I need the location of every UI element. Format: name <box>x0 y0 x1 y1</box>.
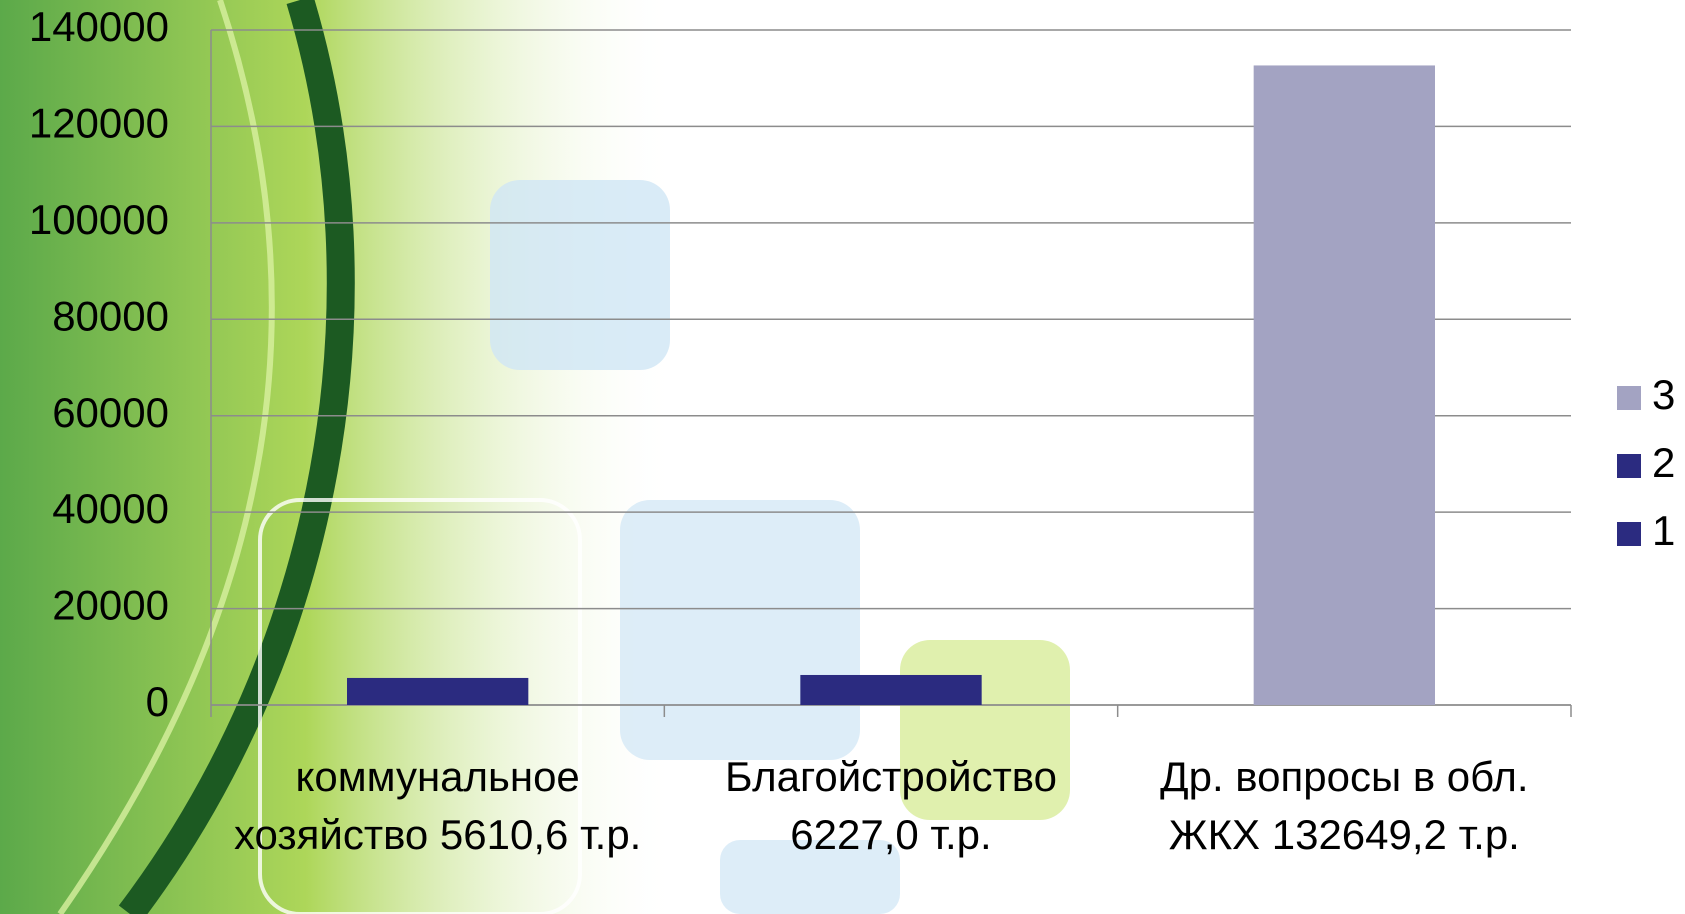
x-tick-label: Благойстройство 6227,0 т.р. <box>724 753 1058 858</box>
plot: 0 20000 40000 60000 80000 100000 120000 140000 1… <box>29 3 1676 725</box>
y-tick-label: 20000 <box>52 582 169 629</box>
y-tick-label: 100000 <box>29 196 169 243</box>
legend-swatch <box>1617 454 1641 478</box>
bar <box>1253 65 1435 706</box>
bar <box>800 674 982 705</box>
background-decoration <box>0 0 1070 914</box>
bar <box>347 677 529 705</box>
y-tick-label: 80000 <box>52 292 169 339</box>
x-tick-label: Др. вопросы в обл. ЖКХ 132649,2 т.р. <box>1160 753 1529 858</box>
y-tick-label: 0 <box>146 678 169 725</box>
legend-label: 1 <box>1652 507 1675 554</box>
legend-label: 3 <box>1652 371 1675 418</box>
y-tick-label: 140000 <box>29 3 169 50</box>
y-tick-label: 40000 <box>52 485 169 532</box>
y-tick-label: 120000 <box>29 100 169 147</box>
legend-swatch <box>1617 522 1641 546</box>
legend-label: 2 <box>1652 439 1675 486</box>
y-tick-label: 60000 <box>52 389 169 436</box>
x-tick-label: коммунальное хозяйство 5610,6 т.р. <box>233 753 642 858</box>
legend-swatch <box>1617 386 1641 410</box>
